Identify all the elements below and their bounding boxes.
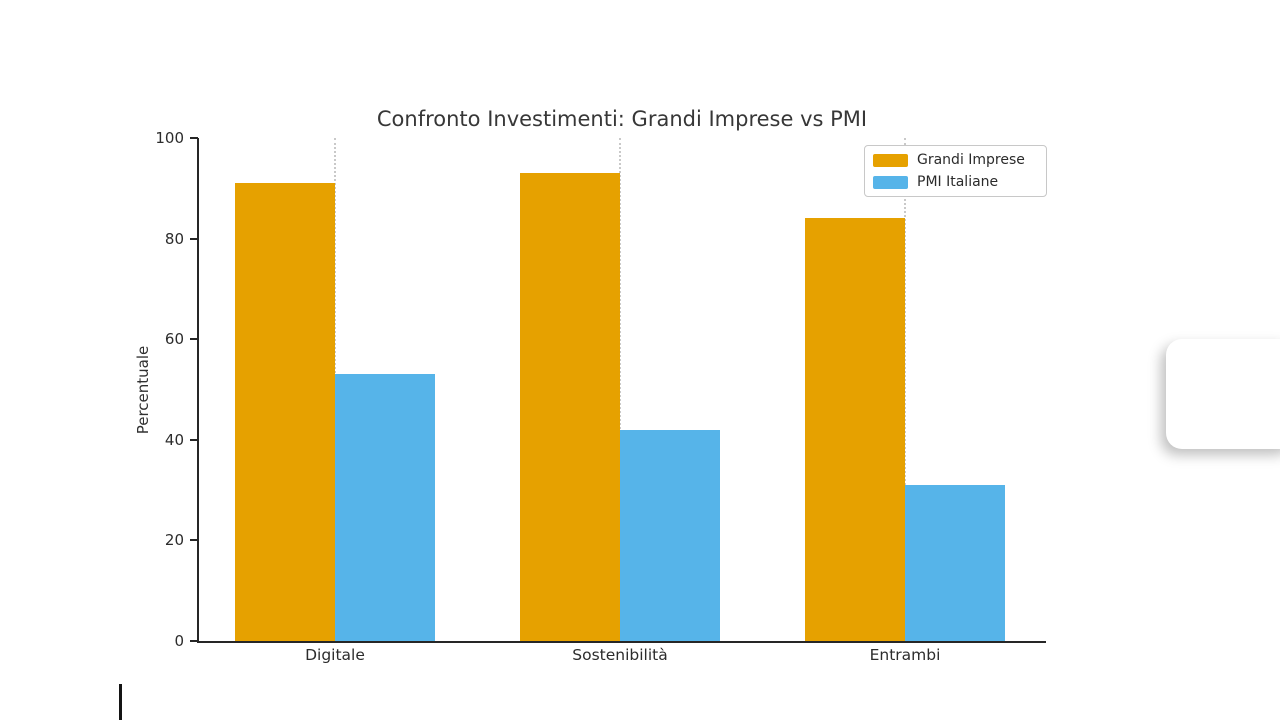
bar-grandi-imprese-sostenibilita: [520, 173, 620, 641]
x-tick-label-sostenibilita: Sostenibilità: [572, 646, 668, 664]
bar-pmi-italiane-entrambi: [905, 485, 1005, 641]
legend-entry-grandi-imprese: Grandi Imprese: [873, 152, 1036, 168]
bar-pmi-italiane-digitale: [335, 374, 435, 641]
y-tick-mark-100: [190, 137, 198, 139]
y-tick-label-40: 40: [164, 430, 184, 449]
y-tick-label-60: 60: [164, 330, 184, 349]
legend: Grandi Imprese PMI Italiane: [864, 145, 1047, 197]
text-cursor: [119, 684, 122, 720]
x-tick-label-digitale: Digitale: [305, 646, 365, 664]
y-tick-mark-40: [190, 438, 198, 441]
right-edge-panel[interactable]: [1166, 339, 1280, 449]
x-axis-spine: [197, 641, 1046, 643]
gridline-sostenibilita: [619, 138, 621, 641]
y-tick-mark-20: [190, 539, 198, 542]
y-tick-mark-0: [190, 640, 198, 642]
gridline-entrambi: [904, 138, 906, 641]
bar-grandi-imprese-digitale: [235, 183, 335, 641]
bar-pmi-italiane-sostenibilita: [620, 430, 720, 641]
legend-label-pmi-italiane: PMI Italiane: [917, 174, 999, 190]
legend-entry-pmi-italiane: PMI Italiane: [873, 174, 1036, 190]
bar-grandi-imprese-entrambi: [805, 218, 905, 641]
y-tick-label-100: 100: [155, 129, 184, 147]
y-tick-label-20: 20: [164, 531, 184, 550]
y-axis-spine: [197, 138, 199, 643]
y-tick-mark-60: [190, 338, 198, 341]
legend-swatch-grandi-imprese: [873, 153, 908, 167]
chart-title: Confronto Investimenti: Grandi Imprese v…: [376, 107, 868, 131]
legend-label-grandi-imprese: Grandi Imprese: [917, 152, 1025, 168]
x-tick-label-entrambi: Entrambi: [869, 646, 941, 664]
y-tick-label-0: 0: [174, 632, 184, 650]
legend-swatch-pmi-italiane: [873, 175, 908, 189]
y-tick-mark-80: [190, 237, 198, 240]
plot-area: [199, 138, 1045, 641]
y-axis-label: Percentuale: [134, 345, 152, 435]
y-tick-label-80: 80: [164, 229, 184, 248]
